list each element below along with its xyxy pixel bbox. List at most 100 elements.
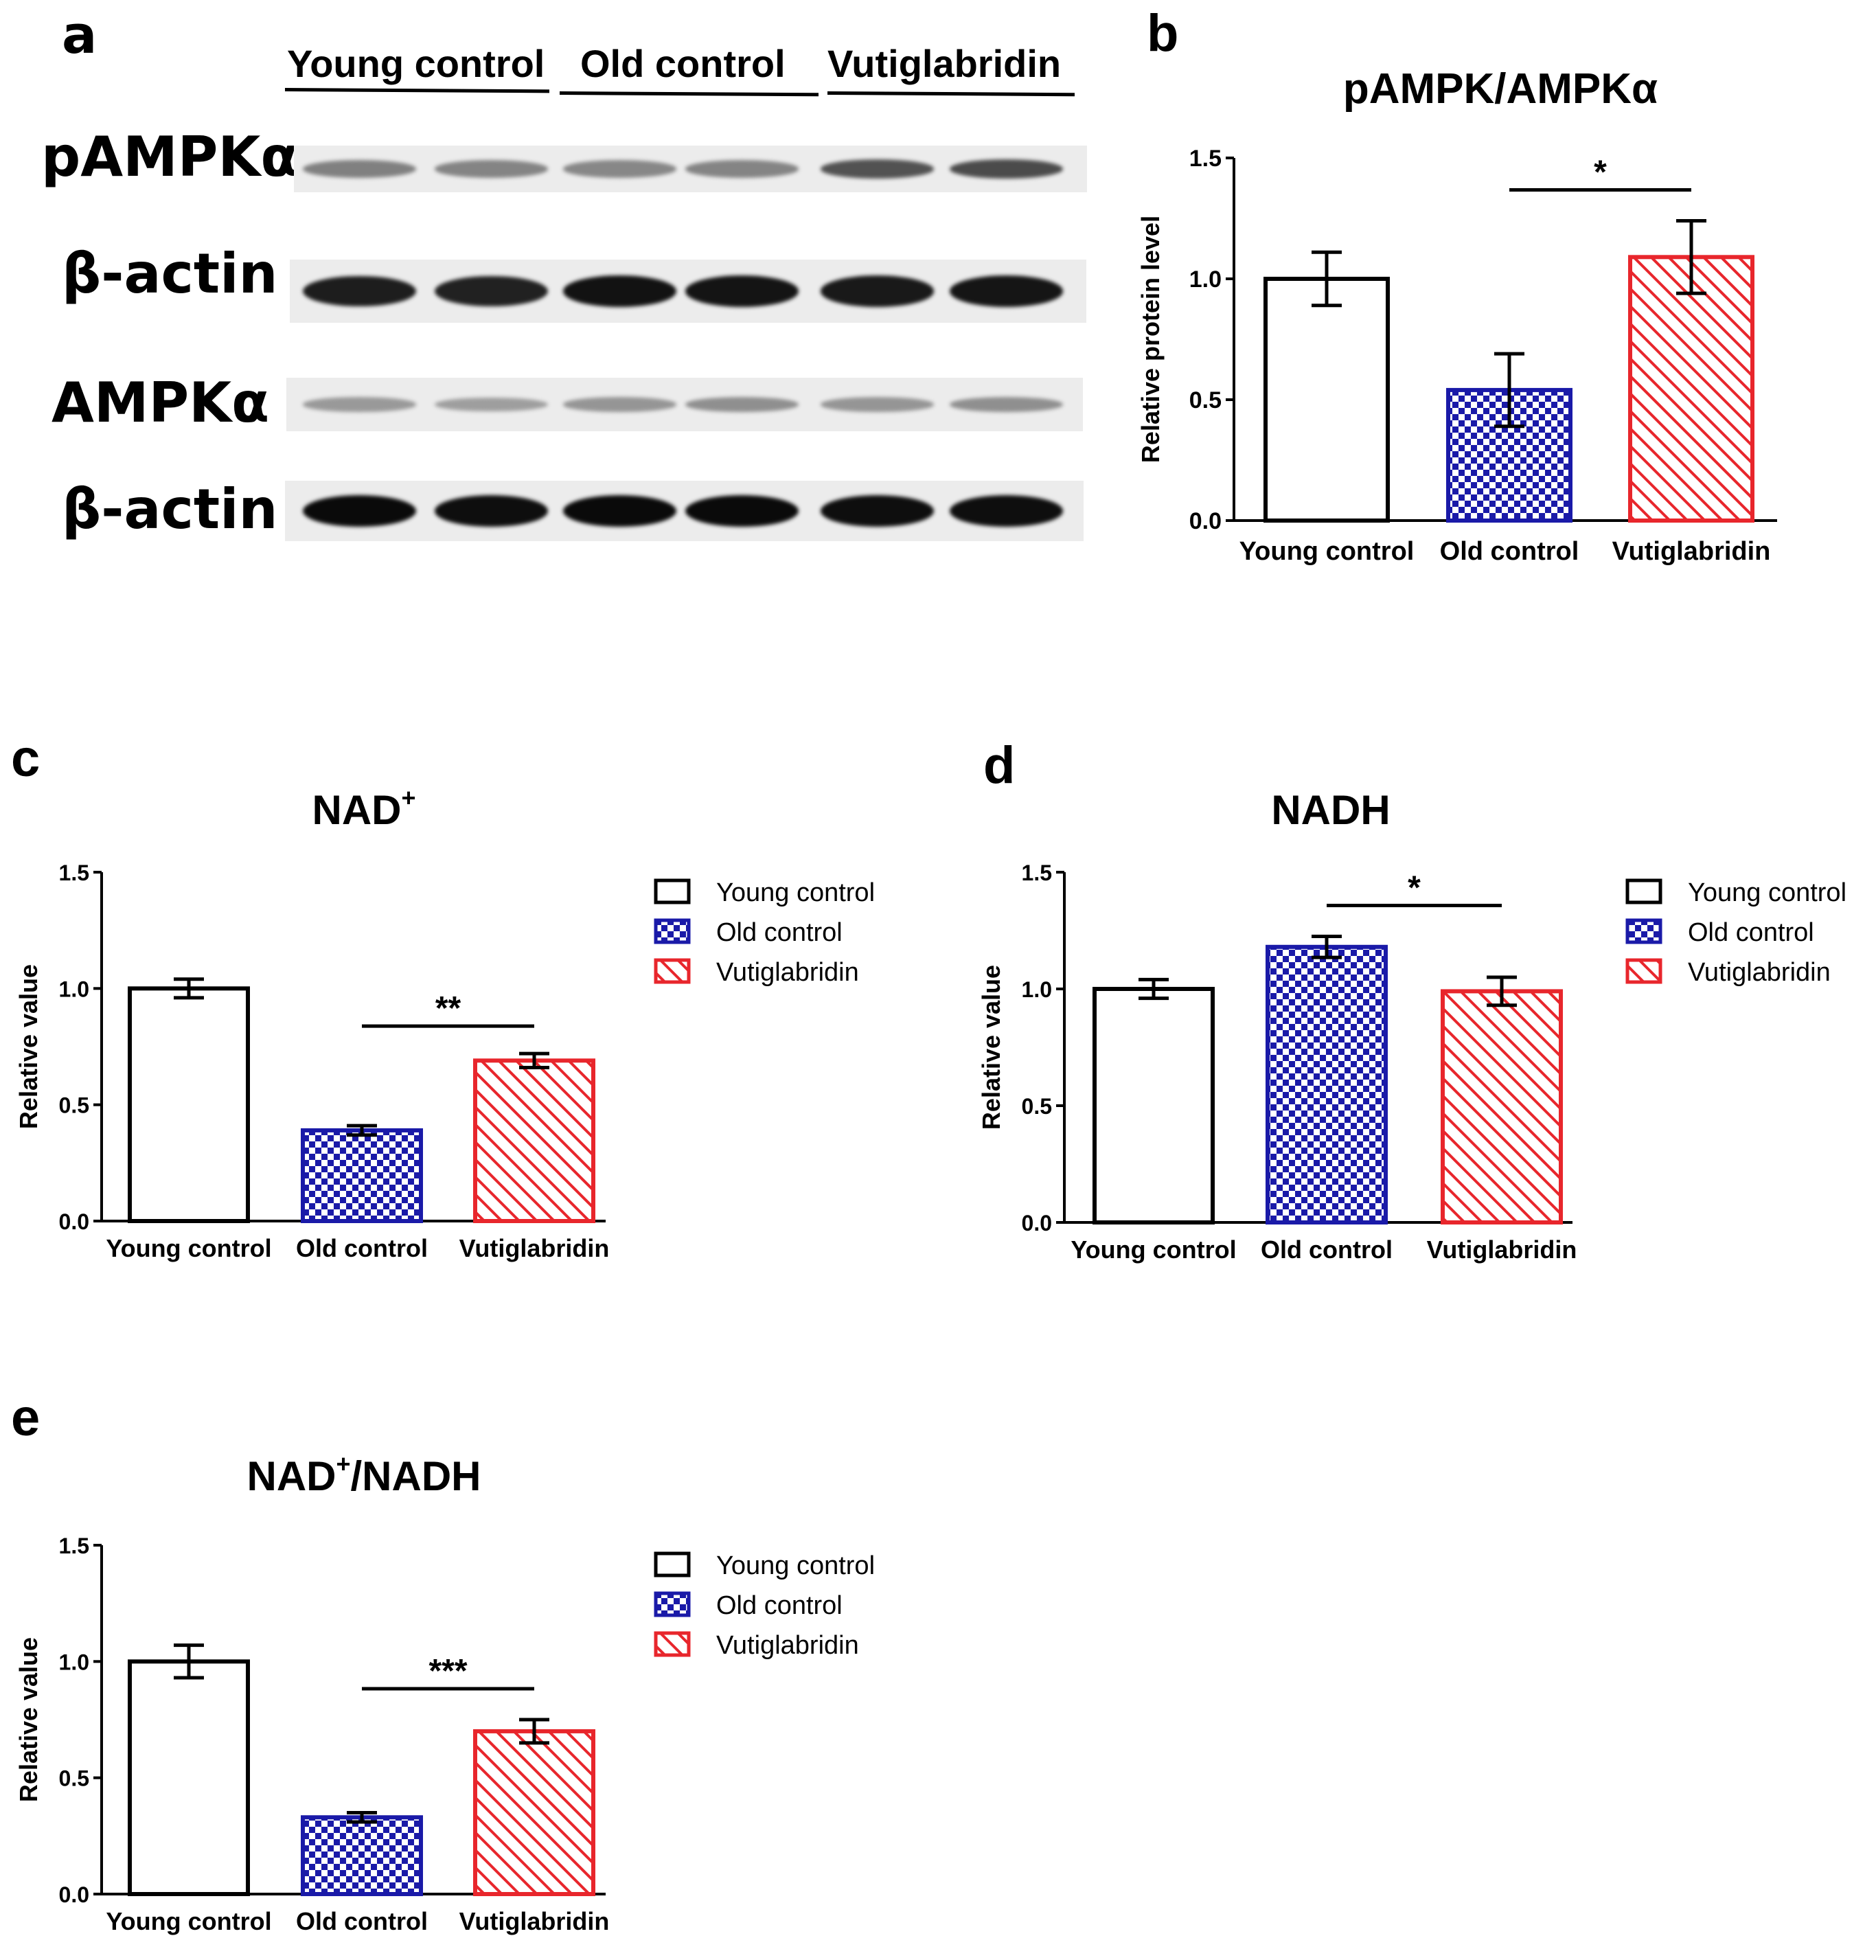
chart-title-main: NADH (1271, 787, 1390, 833)
bar-1 (301, 1128, 423, 1223)
y-tick-label: 1.5 (59, 861, 89, 885)
y-axis-label: Relative value (977, 965, 1005, 1130)
legend-label: Old control (716, 1591, 843, 1620)
legend-label: Old control (716, 918, 843, 947)
blot-band (562, 160, 676, 178)
blot-row-label: β-actin (62, 477, 278, 541)
chart-title-suffix: /NADH (351, 1453, 481, 1499)
blot-band (685, 160, 799, 178)
legend-swatch (1625, 958, 1662, 984)
bar-2 (1441, 989, 1563, 1224)
y-tick-label: 0.0 (59, 1882, 89, 1907)
category-label: Vutiglabridin (1612, 537, 1771, 566)
blot-band (434, 495, 548, 527)
bar-0 (1093, 987, 1215, 1224)
chart-title: NADH (1271, 787, 1390, 833)
bar-1 (1266, 944, 1388, 1224)
panel-letter-c: c (11, 729, 40, 788)
blot-row-label: β-actin (62, 242, 278, 306)
chart-title: pAMPK/AMPKα (1343, 65, 1658, 113)
chart-title-main: NAD (312, 787, 401, 833)
chart-panel-d: d NADH 0.0 0.5 1.0 1.5 Relative value Young con… (977, 736, 1846, 1264)
legend-swatch (654, 1591, 691, 1617)
legend-swatch (1625, 878, 1662, 904)
legend-swatch (654, 1631, 691, 1657)
legend-label: Vutiglabridin (1688, 958, 1831, 987)
y-tick-label: 0.5 (59, 1093, 89, 1118)
blot-band (434, 397, 548, 412)
significance-label: * (1408, 870, 1421, 907)
chart-title: NAD+ (312, 784, 415, 833)
bar-1 (301, 1815, 423, 1896)
category-label: Young control (106, 1234, 271, 1262)
bar-0 (128, 986, 250, 1223)
blot-band (562, 495, 676, 527)
y-tick-label: 0.5 (1189, 387, 1222, 413)
y-tick-label: 1.0 (59, 1650, 89, 1674)
panel-letter-a: a (62, 4, 98, 65)
blot-band (685, 495, 799, 527)
legend-swatch (654, 878, 691, 904)
legend-label: Young control (1688, 878, 1846, 907)
blot-group-label: Old control (580, 42, 786, 85)
bar-2 (473, 1729, 595, 1896)
y-tick-label: 0.5 (59, 1766, 89, 1791)
y-tick-label: 1.5 (59, 1534, 89, 1558)
legend-label: Old control (1688, 918, 1814, 947)
chart-title-main: pAMPK/AMPKα (1343, 65, 1658, 113)
blot-band (434, 160, 548, 178)
category-label: Young control (106, 1907, 271, 1935)
bar-0 (128, 1659, 250, 1896)
chart-title-superscript: + (336, 1450, 350, 1478)
panel-letter-e: e (11, 1389, 40, 1447)
legend-label: Young control (716, 878, 875, 907)
category-label: Old control (1261, 1235, 1393, 1264)
category-label: Young control (1071, 1235, 1236, 1264)
blot-row-label: AMPKα (52, 371, 270, 435)
y-tick-label: 1.0 (59, 977, 89, 1001)
blot-group-label: Young control (287, 42, 545, 85)
significance-label: * (1594, 155, 1607, 191)
blot-band (949, 275, 1063, 307)
y-tick-label: 1.0 (1189, 266, 1222, 293)
chart-title-main: NAD (247, 1453, 336, 1499)
blot-band (302, 275, 416, 307)
bar-2 (473, 1058, 595, 1223)
legend-label: Vutiglabridin (716, 1631, 859, 1660)
category-label: Young control (1239, 537, 1415, 566)
chart-panel-e: e NAD+/NADH 0.0 0.5 1.0 1.5 Relative value Youn… (11, 1389, 875, 1935)
category-label: Old control (296, 1907, 428, 1935)
y-tick-label: 0.0 (1189, 508, 1222, 534)
blot-band (302, 495, 416, 527)
y-tick-label: 1.5 (1022, 861, 1052, 885)
category-label: Vutiglabridin (1427, 1235, 1577, 1264)
blot-band (562, 397, 676, 412)
legend-swatch (1625, 918, 1662, 944)
blot-group-underline (559, 91, 819, 97)
blot-group-label: Vutiglabridin (827, 42, 1062, 85)
y-axis-label: Relative protein level (1136, 216, 1165, 463)
category-label: Old control (296, 1234, 428, 1262)
category-label: Vutiglabridin (459, 1907, 610, 1935)
y-tick-label: 1.0 (1022, 977, 1052, 1002)
y-tick-label: 0.5 (1022, 1094, 1052, 1119)
significance-label: ** (435, 990, 461, 1027)
blot-band (949, 495, 1063, 527)
blot-band (434, 275, 548, 307)
panel-letter-b: b (1147, 4, 1178, 62)
panel-letter-d: d (983, 736, 1015, 795)
chart-title: NAD+/NADH (247, 1450, 481, 1499)
y-tick-label: 1.5 (1189, 146, 1222, 172)
y-axis-label: Relative value (14, 1637, 43, 1802)
category-label: Vutiglabridin (459, 1234, 610, 1262)
blot-band (949, 397, 1063, 412)
bar-0 (1263, 277, 1390, 523)
category-label: Old control (1440, 537, 1579, 566)
blot-band (820, 495, 934, 527)
legend-swatch (654, 958, 691, 984)
significance-label: *** (428, 1653, 467, 1689)
blot-band (302, 397, 416, 412)
legend-label: Vutiglabridin (716, 958, 859, 987)
chart-title-superscript: + (401, 784, 415, 812)
